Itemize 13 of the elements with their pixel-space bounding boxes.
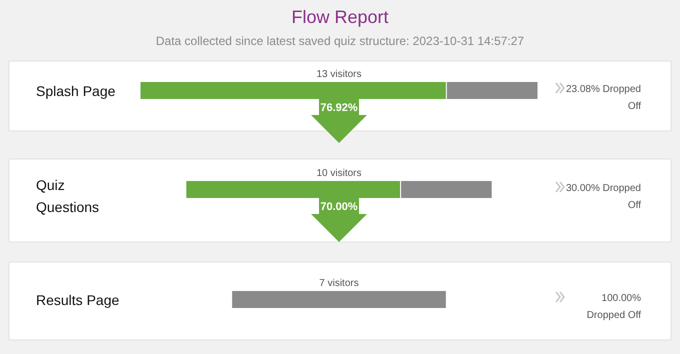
- text: Flow Report: [291, 7, 389, 27]
- category-label: Splash Page: [36, 83, 116, 99]
- text: Data collected since latest saved quiz structure: 2023-10-31 14:57:27: [156, 34, 524, 48]
- data-label: 13 visitors: [316, 69, 362, 80]
- data-label: 30.00% Dropped Off: [566, 183, 642, 211]
- data-label: 23.08% Dropped Off: [566, 84, 642, 112]
- data-label: 10 visitors: [316, 168, 362, 179]
- data-label: 70.00%: [320, 201, 358, 213]
- data-label: 100.00% Dropped Off: [586, 293, 642, 321]
- data-label: 7 visitors: [319, 278, 359, 289]
- category-label: Quiz Questions: [36, 177, 100, 215]
- category-label: Results Page: [36, 292, 120, 308]
- data-label: 76.92%: [320, 102, 358, 114]
